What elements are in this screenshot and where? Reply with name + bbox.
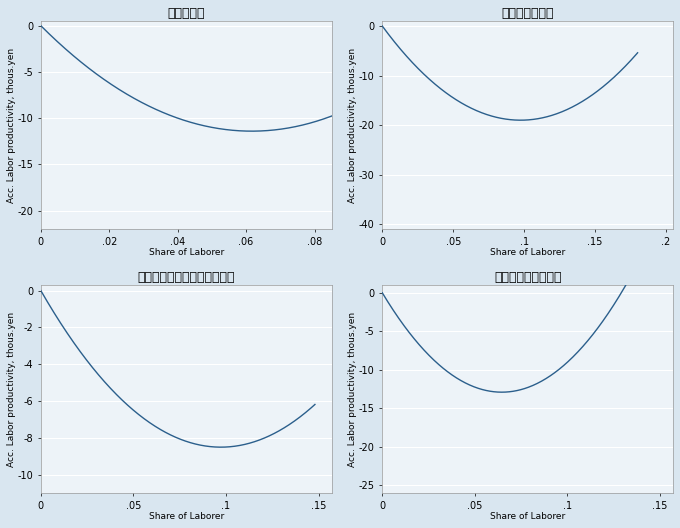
X-axis label: Share of Laborer: Share of Laborer: [490, 248, 565, 257]
Title: （卸売業，小売業）: （卸売業，小売業）: [494, 271, 562, 284]
Title: （宿泊業，飲食サービス業）: （宿泊業，飲食サービス業）: [137, 271, 235, 284]
X-axis label: Share of Laborer: Share of Laborer: [490, 512, 565, 521]
Title: （製造業）: （製造業）: [167, 7, 205, 20]
Title: （情報通信業）: （情報通信業）: [501, 7, 554, 20]
Y-axis label: Acc. Labor productivity, thous.yen: Acc. Labor productivity, thous.yen: [348, 312, 357, 467]
X-axis label: Share of Laborer: Share of Laborer: [149, 248, 224, 257]
Y-axis label: Acc. Labor productivity, thous.yen: Acc. Labor productivity, thous.yen: [348, 48, 358, 203]
Y-axis label: Acc. Labor productivity, thous.yen: Acc. Labor productivity, thous.yen: [7, 312, 16, 467]
Y-axis label: Acc. Labor productivity, thous.yen: Acc. Labor productivity, thous.yen: [7, 48, 16, 203]
X-axis label: Share of Laborer: Share of Laborer: [149, 512, 224, 521]
